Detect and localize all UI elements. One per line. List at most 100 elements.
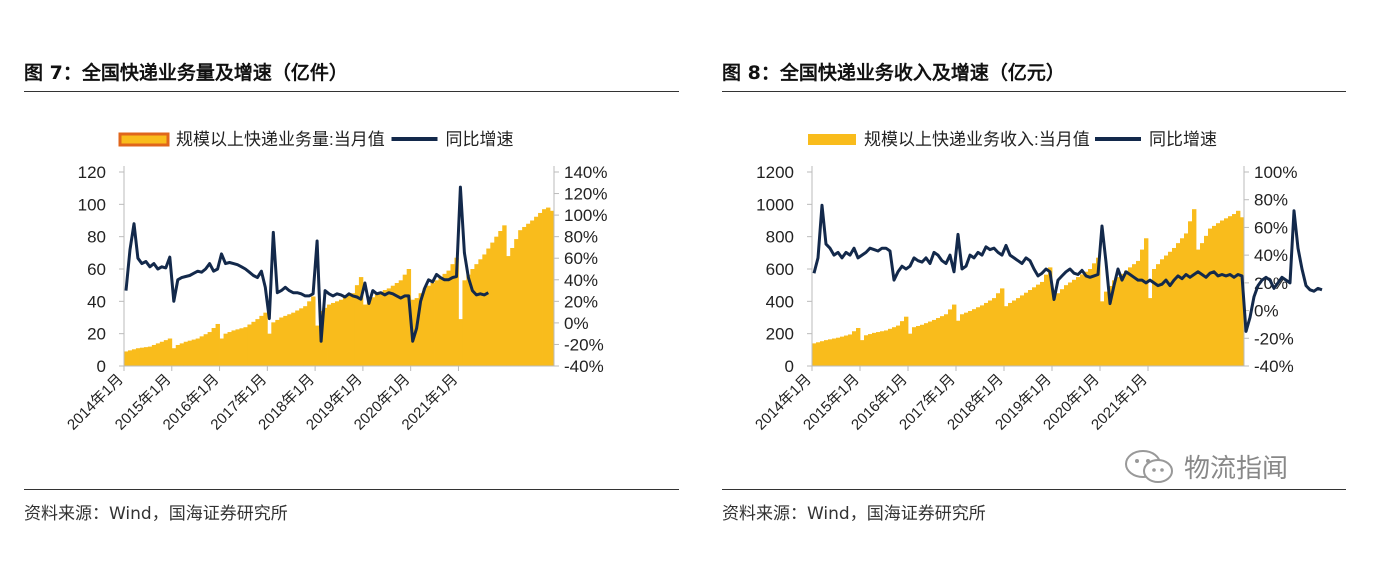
bar — [390, 285, 396, 366]
legend-bar-swatch — [808, 134, 856, 145]
bar — [143, 347, 149, 366]
bar — [195, 338, 201, 366]
left-tick-label: 200 — [766, 325, 794, 344]
bar — [1132, 264, 1137, 366]
bar — [964, 312, 969, 366]
bar — [346, 295, 352, 366]
bar — [478, 259, 483, 366]
bar — [291, 312, 296, 366]
bar — [1048, 267, 1053, 366]
bar — [323, 307, 328, 366]
bar — [175, 344, 181, 366]
bar — [868, 334, 873, 366]
bar — [362, 304, 368, 366]
bar — [1184, 233, 1189, 366]
bar — [299, 308, 304, 366]
bar — [1020, 295, 1025, 366]
bar — [267, 333, 272, 366]
bar — [159, 341, 165, 366]
bar — [315, 325, 320, 366]
chart-title: 图 8：全国快递业务收入及增速（亿元） — [722, 62, 1065, 84]
bar — [848, 334, 853, 366]
chart-panel-1: 图 7：全国快递业务量及增速（亿件） 规模以上快递业务量:当月值 同比增速 0 20 4… — [24, 0, 679, 576]
legend-bar-swatch — [118, 132, 170, 147]
source-note: 资料来源：Wind，国海证券研究所 — [722, 504, 986, 524]
source-divider — [722, 489, 1346, 490]
bar — [892, 327, 897, 366]
watermark-text: 物流指闻 — [1184, 454, 1289, 484]
bar — [1056, 293, 1061, 366]
bar — [1108, 285, 1113, 366]
bar — [1208, 228, 1213, 366]
right-tick-label: 20% — [564, 292, 598, 311]
bar — [828, 339, 833, 366]
bar — [223, 333, 228, 366]
left-tick-label: 0 — [785, 357, 794, 376]
bar — [227, 332, 232, 366]
left-tick-label: 80 — [87, 228, 106, 247]
bar — [331, 302, 336, 366]
bar — [526, 223, 531, 366]
bar — [243, 327, 248, 366]
bar — [1168, 251, 1173, 366]
bar — [1008, 302, 1013, 366]
bar — [151, 344, 157, 366]
left-tick-label: 100 — [78, 195, 106, 214]
bar — [960, 314, 965, 366]
legend-line-label: 同比增速 — [446, 130, 514, 149]
bar — [1060, 289, 1065, 366]
bar — [944, 314, 949, 366]
bar — [1000, 288, 1005, 366]
title-divider — [722, 91, 1346, 92]
bar — [1012, 300, 1017, 366]
bar — [1176, 243, 1181, 366]
bar — [908, 333, 913, 366]
bar — [1128, 267, 1133, 366]
bar — [876, 332, 881, 366]
bar — [904, 316, 909, 366]
source-note: 资料来源：Wind，国海证券研究所 — [24, 504, 288, 524]
bar — [1140, 249, 1145, 366]
bar — [916, 325, 921, 366]
bar — [1076, 277, 1081, 366]
bar — [984, 302, 989, 366]
bar — [1088, 269, 1093, 366]
bar — [335, 301, 340, 366]
bar — [263, 312, 268, 366]
bar — [1064, 285, 1069, 366]
bar — [307, 301, 312, 366]
bar — [1084, 271, 1089, 366]
bar — [402, 274, 408, 366]
bar — [498, 231, 503, 366]
left-tick-label: 400 — [766, 292, 794, 311]
bar — [255, 319, 260, 366]
bar — [820, 341, 825, 366]
bar — [1228, 216, 1233, 366]
bar — [1224, 218, 1229, 366]
bar — [482, 254, 487, 366]
bar — [1024, 292, 1029, 366]
bar — [339, 299, 344, 366]
bar — [1200, 243, 1205, 366]
bar — [303, 306, 308, 366]
bar — [1136, 260, 1141, 366]
bar — [1188, 221, 1193, 366]
bar — [1196, 249, 1201, 366]
legend-bar-label: 规模以上快递业务量:当月值 — [176, 130, 385, 149]
bar — [1160, 259, 1165, 366]
bar — [888, 328, 893, 366]
bar — [207, 332, 212, 366]
bar — [1072, 279, 1077, 366]
bar — [295, 310, 300, 366]
right-tick-label: 40% — [1254, 246, 1288, 265]
bar — [279, 317, 284, 366]
bar — [936, 318, 941, 366]
right-tick-label: 120% — [564, 185, 607, 204]
bar — [812, 343, 817, 366]
bar — [139, 347, 145, 366]
bar — [1152, 269, 1157, 366]
bar — [275, 319, 280, 366]
bar — [542, 209, 547, 366]
bar — [1212, 225, 1217, 366]
bar — [546, 207, 551, 366]
